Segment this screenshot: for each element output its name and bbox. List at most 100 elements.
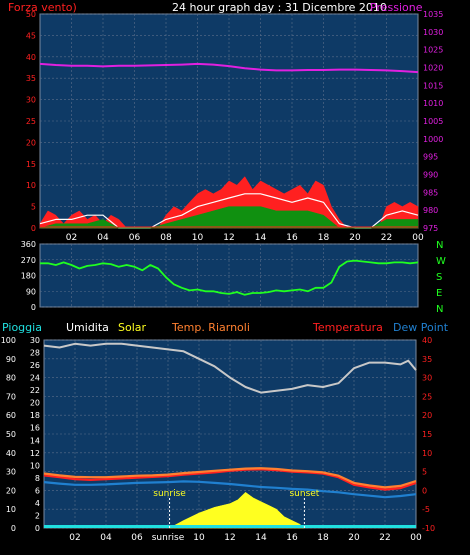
x-tick-label: 00 [410, 533, 422, 543]
x-tick-label: 10 [192, 233, 204, 243]
series-umidita [43, 342, 417, 394]
x-tick-label: 00 [412, 233, 424, 243]
y-tick-label: 15 [422, 430, 432, 439]
y-tick-label: 1030 [423, 28, 443, 37]
y-tick-label: 8 [35, 474, 40, 483]
y-tick-label: 20 [6, 486, 16, 495]
y-tick-label: 10 [6, 505, 16, 514]
compass-label: E [436, 288, 442, 299]
y-tick-label: 270 [21, 256, 36, 265]
series-temp-riarnoli [43, 467, 417, 489]
x-tick-label: 08 [160, 233, 172, 243]
x-tick-label: 20 [348, 533, 360, 543]
y-tick-label: 10 [30, 461, 40, 470]
x-tick-label: 04 [100, 533, 112, 543]
x-tick-label: 22 [381, 233, 392, 243]
y-tick-label: 30 [6, 468, 16, 477]
legend-temperatura: Temperatura [312, 321, 383, 334]
pressure-axis-title: Pressione [370, 1, 423, 14]
y-tick-label: 80 [6, 374, 16, 383]
y-tick-label: -10 [422, 524, 435, 533]
series-media [39, 206, 419, 229]
x-tick-label: 16 [286, 533, 298, 543]
y-tick-label: 975 [423, 224, 438, 233]
y-tick-label: 100 [1, 336, 16, 345]
x-tick-label: 12 [223, 233, 234, 243]
legend: Pioggia Umidita Solar Temp. Riarnoli Tem… [2, 321, 449, 334]
chart-title: 24 hour graph day : 31 Dicembre 2010 [172, 1, 387, 14]
y-tick-label: 1005 [423, 117, 443, 126]
x-tick-label: 06 [131, 533, 143, 543]
y-tick-label: 40 [26, 53, 36, 62]
x-tick-label: 18 [318, 233, 330, 243]
legend-temp-riarnoli: Temp. Riarnoli [171, 321, 250, 334]
y-tick-label: 90 [6, 355, 16, 364]
y-tick-label: 60 [6, 411, 16, 420]
y-tick-label: 25 [422, 392, 432, 401]
legend-dew-point: Dew Point [393, 321, 449, 334]
y-tick-label: 1010 [423, 99, 443, 108]
series-solar [169, 491, 306, 529]
y-tick-label: 1035 [423, 10, 443, 19]
compass-label: N [436, 240, 443, 251]
y-tick-label: 0 [31, 303, 36, 312]
x-tick-label: 16 [286, 233, 298, 243]
series-pressione [39, 62, 419, 74]
y-tick-label: 4 [35, 499, 40, 508]
y-tick-label: 0 [11, 524, 16, 533]
y-tick-label: 50 [6, 430, 16, 439]
y-tick-label: 20 [30, 399, 40, 408]
compass-labels: N W S E N [436, 240, 446, 315]
legend-pioggia: Pioggia [2, 321, 42, 334]
y-tick-label: 30 [26, 96, 36, 105]
y-tick-label: 30 [30, 336, 40, 345]
y-tick-label: 25 [26, 117, 36, 126]
y-tick-label: 5 [422, 468, 427, 477]
y-tick-label: 40 [6, 449, 16, 458]
y-tick-label: 12 [30, 449, 40, 458]
wind-pressure-panel: 0510152025303540455097598098599099510001… [26, 10, 444, 243]
y-tick-label: 22 [30, 386, 40, 395]
y-tick-label: 40 [422, 336, 432, 345]
y-tick-label: 180 [21, 272, 36, 281]
x-tick-label: 14 [255, 233, 267, 243]
series-pioggia [44, 525, 416, 528]
y-tick-label: 26 [30, 361, 40, 370]
x-tick-label: 02 [66, 233, 77, 243]
y-tick-label: 15 [26, 160, 36, 169]
x-tick-label: 10 [193, 533, 205, 543]
y-tick-label: -5 [422, 505, 430, 514]
y-tick-label: 360 [21, 240, 36, 249]
y-tick-label: 985 [423, 188, 438, 197]
y-tick-label: 980 [423, 206, 438, 215]
y-tick-label: 1000 [423, 135, 443, 144]
wind-direction-panel: 0 90 180 270 360 [21, 240, 419, 312]
y-tick-label: 35 [422, 355, 432, 364]
y-tick-label: 18 [30, 411, 40, 420]
y-tick-label: 30 [422, 374, 432, 383]
y-tick-label: 50 [26, 10, 36, 19]
y-tick-label: 20 [26, 138, 36, 147]
y-tick-label: 0 [422, 486, 427, 495]
y-tick-label: 5 [31, 203, 36, 212]
y-tick-label: 2 [35, 511, 40, 520]
legend-umidita: Umidita [66, 321, 109, 334]
x-tick-label: 02 [69, 533, 80, 543]
y-tick-label: 14 [30, 436, 40, 445]
x-tick-label: 12 [224, 533, 235, 543]
x-tick-label: 06 [129, 233, 141, 243]
y-tick-label: 1020 [423, 64, 443, 73]
annotation-sunrise: sunrise [153, 489, 186, 499]
x-tick-label: 22 [379, 533, 390, 543]
temp-humidity-panel: 0102030405060708090100024681012141618202… [1, 336, 435, 543]
compass-label: S [436, 272, 442, 283]
y-tick-label: 70 [6, 392, 16, 401]
x-tick-label: 18 [317, 533, 329, 543]
y-tick-label: 990 [423, 171, 438, 180]
y-tick-label: 24 [30, 374, 40, 383]
y-tick-label: 0 [35, 524, 40, 533]
y-tick-label: 35 [26, 74, 36, 83]
y-tick-label: 995 [423, 153, 438, 162]
x-tick-label: 04 [97, 233, 109, 243]
